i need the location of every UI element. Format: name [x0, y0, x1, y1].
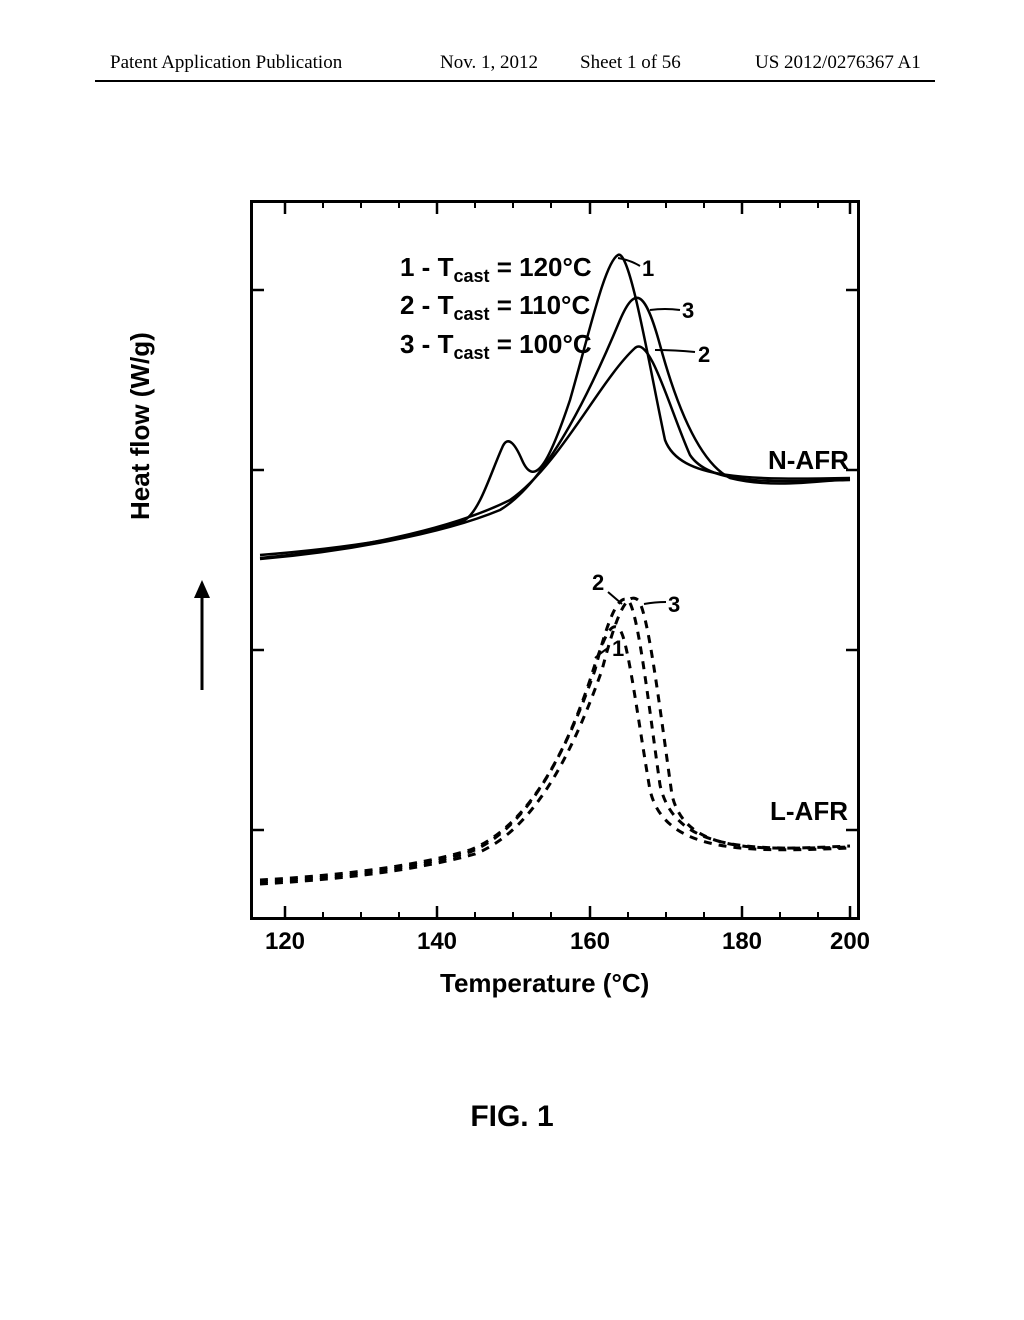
header-rule: [95, 80, 935, 82]
leader-lines-lower: [250, 200, 860, 920]
header-pub-number: US 2012/0276367 A1: [755, 52, 921, 74]
header-sheet: Sheet 1 of 56: [580, 52, 681, 74]
header-publication-type: Patent Application Publication: [110, 52, 342, 74]
x-tick-140: 140: [407, 928, 467, 956]
x-tick-200: 200: [820, 928, 880, 956]
x-tick-160: 160: [560, 928, 620, 956]
figure-caption: FIG. 1: [0, 1100, 1024, 1134]
page: Patent Application Publication Nov. 1, 2…: [0, 0, 1024, 1320]
x-tick-120: 120: [255, 928, 315, 956]
header-date: Nov. 1, 2012: [440, 52, 538, 74]
dsc-chart: Heat flow (W/g): [140, 170, 880, 1070]
y-axis-direction-arrow: [182, 580, 222, 700]
x-axis-label: Temperature (°C): [440, 968, 649, 999]
plot-area: 1 - Tcast = 120°C 2 - Tcast = 110°C 3 - …: [250, 200, 860, 920]
x-tick-180: 180: [712, 928, 772, 956]
y-axis-label: Heat flow (W/g): [125, 332, 156, 520]
